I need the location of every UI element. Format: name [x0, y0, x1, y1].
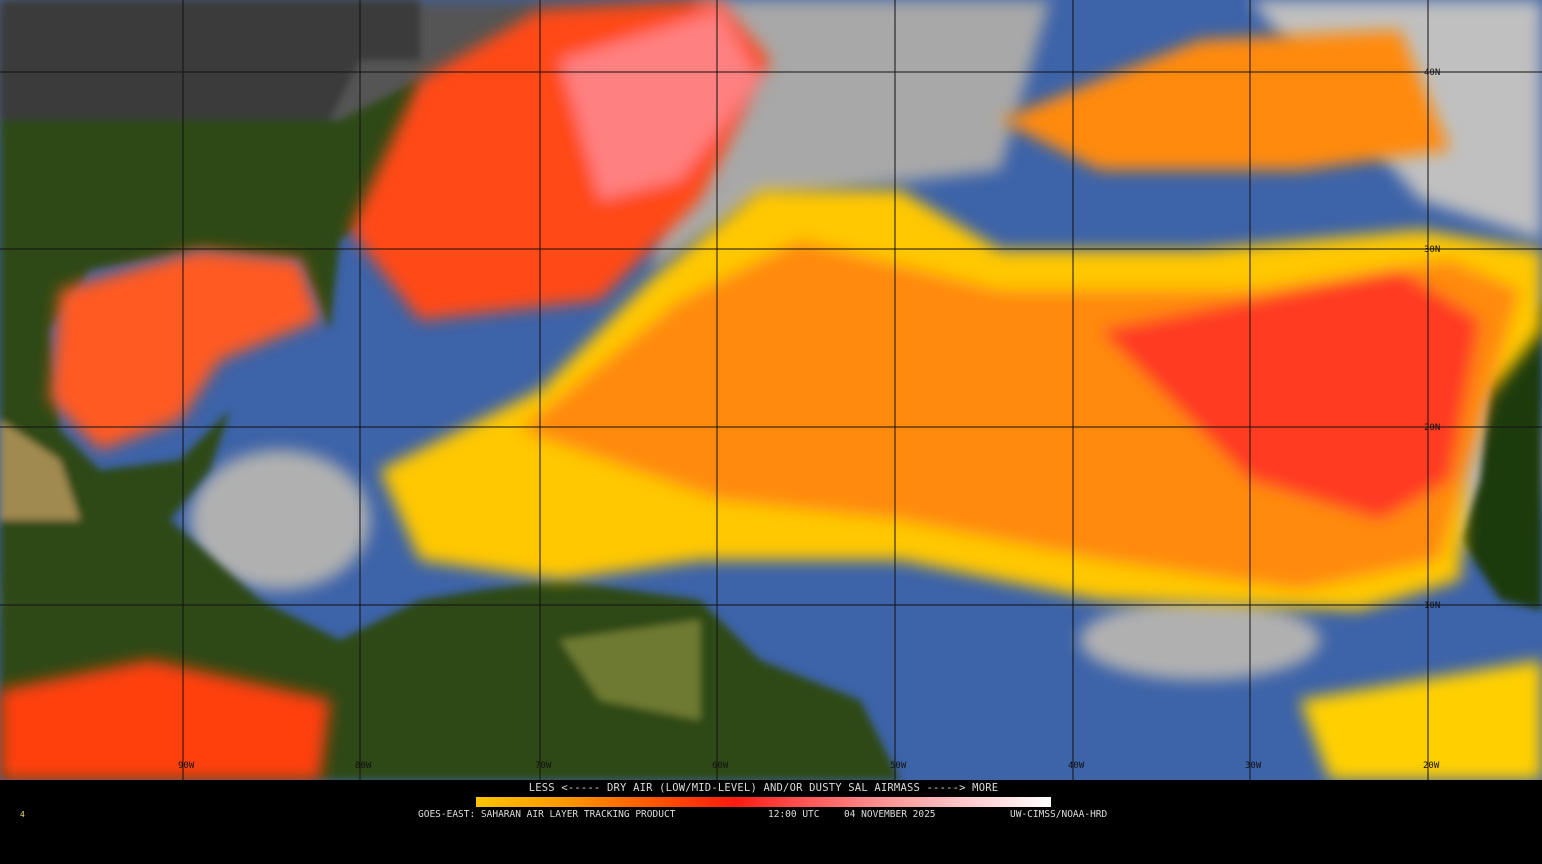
- corner-mark: 4: [20, 810, 25, 819]
- valid-date: 04 NOVEMBER 2025: [844, 809, 936, 820]
- legend-colorbar: [476, 797, 1051, 807]
- lon-label: 60W: [712, 761, 729, 771]
- lat-label: 30N: [1424, 245, 1440, 255]
- lon-label: 50W: [890, 761, 907, 771]
- latitude-labels: 40N 30N 20N 10N: [1424, 68, 1440, 611]
- lat-label: 10N: [1424, 601, 1440, 611]
- product-name: GOES-EAST: SAHARAN AIR LAYER TRACKING PR…: [418, 809, 676, 820]
- longitude-labels: 90W 80W 70W 60W 50W 40W 30W 20W: [178, 761, 1440, 771]
- sal-satellite-map: 90W 80W 70W 60W 50W 40W 30W 20W 40N 30N …: [0, 0, 1542, 780]
- lon-label: 40W: [1068, 761, 1085, 771]
- source-credit: UW-CIMSS/NOAA-HRD: [1010, 809, 1108, 820]
- lat-label: 40N: [1424, 68, 1440, 78]
- lon-label: 90W: [178, 761, 195, 771]
- lat-lon-grid: [0, 0, 1542, 780]
- legend-title: LESS <----- DRY AIR (LOW/MID-LEVEL) AND/…: [528, 782, 999, 794]
- lon-label: 70W: [535, 761, 552, 771]
- caption: GOES-EAST: SAHARAN AIR LAYER TRACKING PR…: [0, 809, 1542, 820]
- lon-label: 20W: [1423, 761, 1440, 771]
- valid-time: 12:00 UTC: [768, 809, 820, 820]
- lon-label: 80W: [355, 761, 372, 771]
- sal-airmass: [0, 0, 1542, 780]
- lat-label: 20N: [1424, 423, 1440, 433]
- lon-label: 30W: [1245, 761, 1262, 771]
